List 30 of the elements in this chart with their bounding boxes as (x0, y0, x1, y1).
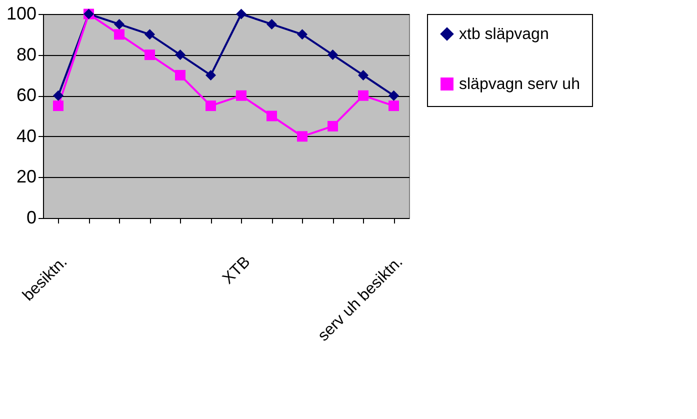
point (114, 18, 124, 30)
point (297, 131, 308, 142)
legend-label: xtb släpvagn (459, 26, 549, 43)
point (266, 110, 277, 122)
y-tick-label: 0 (26, 208, 36, 228)
point (53, 90, 64, 101)
point (236, 90, 246, 101)
point (236, 8, 246, 20)
point (206, 100, 216, 112)
point (144, 29, 155, 40)
point (266, 18, 277, 30)
point (388, 90, 399, 101)
y-tick-label: 40 (16, 126, 36, 146)
y-tick-label: 100 (6, 4, 36, 24)
y-tick-label: 20 (16, 166, 36, 187)
point (388, 100, 399, 112)
point (175, 50, 186, 60)
legend-label: släpvagn serv uh (459, 76, 580, 93)
point (175, 70, 186, 80)
y-tick-label: 60 (16, 85, 36, 106)
point (114, 29, 124, 40)
point (358, 90, 368, 101)
point (328, 50, 338, 60)
point (328, 120, 338, 132)
point (297, 29, 308, 40)
point (358, 70, 368, 80)
y-tick-label: 80 (16, 44, 36, 64)
point (53, 100, 64, 112)
point (144, 50, 155, 60)
point (206, 70, 216, 80)
